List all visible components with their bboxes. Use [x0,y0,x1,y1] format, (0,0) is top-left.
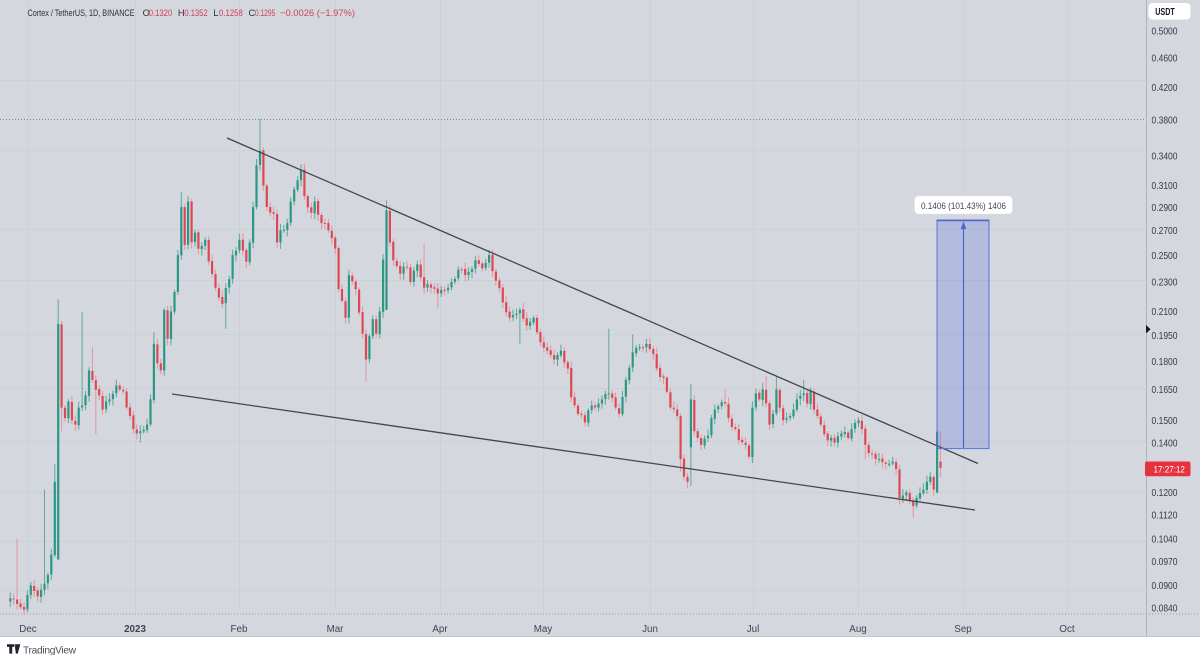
svg-text:0.0840: 0.0840 [1152,603,1178,614]
svg-text:0.5000: 0.5000 [1152,27,1178,38]
svg-text:0.2900: 0.2900 [1152,203,1178,214]
svg-text:0.4600: 0.4600 [1152,54,1178,65]
svg-text:Cortex / TetherUS, 1D, BINANCE: Cortex / TetherUS, 1D, BINANCE [28,8,135,18]
svg-text:Sep: Sep [954,624,972,635]
svg-text:0.2100: 0.2100 [1152,307,1178,318]
svg-text:0.2500: 0.2500 [1152,251,1178,262]
svg-text:Mar: Mar [327,624,345,635]
svg-text:0.1320: 0.1320 [149,8,172,18]
svg-text:0.4200: 0.4200 [1152,83,1178,94]
svg-text:0.1120: 0.1120 [1152,510,1178,521]
svg-text:0.1352: 0.1352 [184,8,207,18]
svg-text:0.3100: 0.3100 [1152,181,1178,192]
svg-text:0.1258: 0.1258 [219,8,243,18]
svg-text:O: O [143,8,150,18]
svg-text:0.3800: 0.3800 [1152,115,1178,126]
svg-text:0.1650: 0.1650 [1152,385,1178,396]
svg-text:0.1200: 0.1200 [1152,488,1178,499]
svg-text:Feb: Feb [231,624,248,635]
svg-text:Aug: Aug [849,624,866,635]
svg-text:H: H [178,8,185,18]
svg-text:0.1400: 0.1400 [1152,438,1178,449]
svg-text:Jul: Jul [747,624,760,635]
svg-text:Jun: Jun [642,624,658,635]
svg-text:TradingView: TradingView [23,645,77,655]
svg-text:2023: 2023 [124,624,146,635]
svg-text:USDT: USDT [1155,7,1175,18]
svg-text:0.2700: 0.2700 [1152,226,1178,237]
svg-text:0.0900: 0.0900 [1152,581,1178,592]
svg-text:0.1950: 0.1950 [1152,331,1178,342]
svg-text:0.3400: 0.3400 [1152,151,1178,162]
svg-text:17:27:12: 17:27:12 [1153,465,1185,475]
svg-text:L: L [213,8,218,18]
svg-text:−0.0026 (−1.97%): −0.0026 (−1.97%) [280,8,355,18]
svg-text:0.0970: 0.0970 [1152,557,1178,568]
svg-text:0.1295: 0.1295 [255,8,275,18]
svg-text:0.2300: 0.2300 [1152,278,1178,289]
svg-text:C: C [249,8,256,18]
svg-text:0.1040: 0.1040 [1152,534,1178,545]
svg-text:0.1406 (101.43%) 1406: 0.1406 (101.43%) 1406 [921,201,1006,211]
svg-text:Oct: Oct [1059,624,1075,635]
svg-text:0.1800: 0.1800 [1152,357,1178,368]
svg-text:Dec: Dec [19,624,37,635]
svg-text:Apr: Apr [432,624,448,635]
svg-text:0.1500: 0.1500 [1152,416,1178,427]
svg-text:May: May [534,624,553,635]
